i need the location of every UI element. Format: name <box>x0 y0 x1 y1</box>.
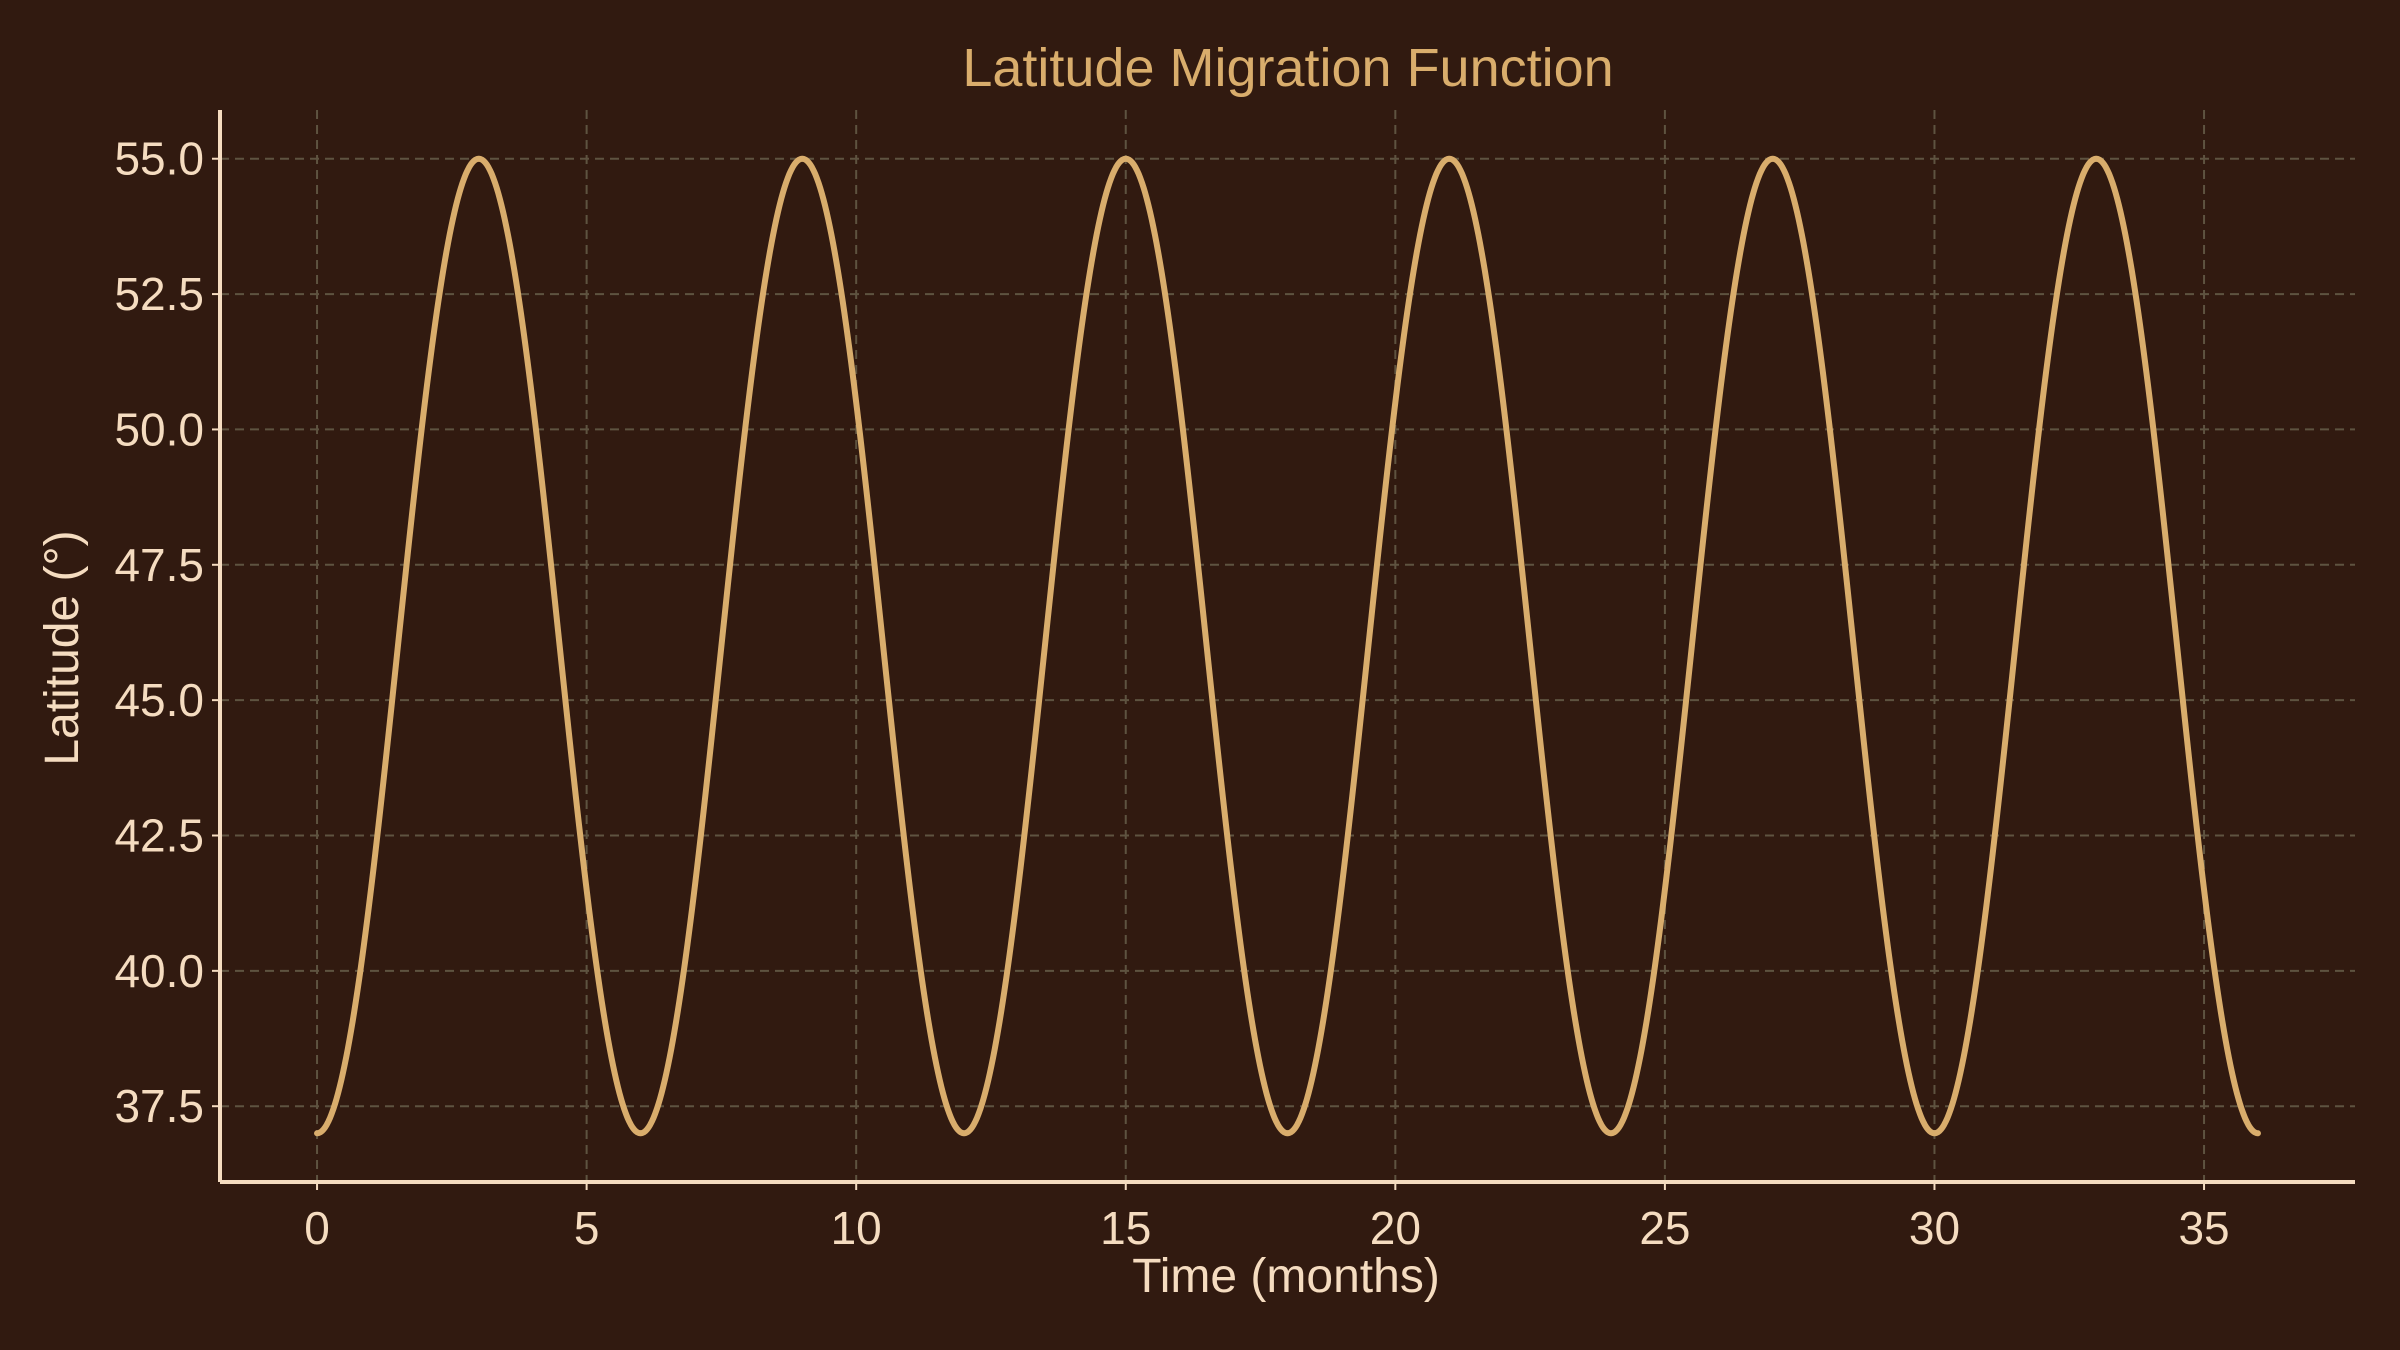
x-tick-label: 30 <box>1909 1202 1960 1254</box>
y-axis-label: Latitude (°) <box>36 530 89 765</box>
x-tick-label: 20 <box>1370 1202 1421 1254</box>
y-tick-label: 45.0 <box>114 674 204 726</box>
x-tick-label: 10 <box>831 1202 882 1254</box>
y-tick-label: 55.0 <box>114 133 204 185</box>
y-tick-label: 42.5 <box>114 809 204 861</box>
series-line <box>314 155 2261 1137</box>
y-tick-label: 50.0 <box>114 403 204 455</box>
y-axis-ticks: 37.5 40.0 42.5 45.0 47.5 50.0 52.5 55.0 <box>114 133 220 1132</box>
grid-lines <box>220 110 2355 1182</box>
x-tick-label: 5 <box>574 1202 600 1254</box>
x-tick-label: 25 <box>1639 1202 1690 1254</box>
y-tick-label: 47.5 <box>114 539 204 591</box>
y-tick-label: 37.5 <box>114 1080 204 1132</box>
y-tick-label: 52.5 <box>114 268 204 320</box>
x-tick-label: 0 <box>304 1202 330 1254</box>
x-tick-label: 35 <box>2178 1202 2229 1254</box>
x-axis-ticks: 0 5 10 15 20 25 30 35 <box>304 1182 2230 1254</box>
x-axis-label: Time (months) <box>1132 1250 1440 1303</box>
y-tick-label: 40.0 <box>114 945 204 997</box>
chart-title: Latitude Migration Function <box>962 38 1613 98</box>
x-tick-label: 15 <box>1100 1202 1151 1254</box>
